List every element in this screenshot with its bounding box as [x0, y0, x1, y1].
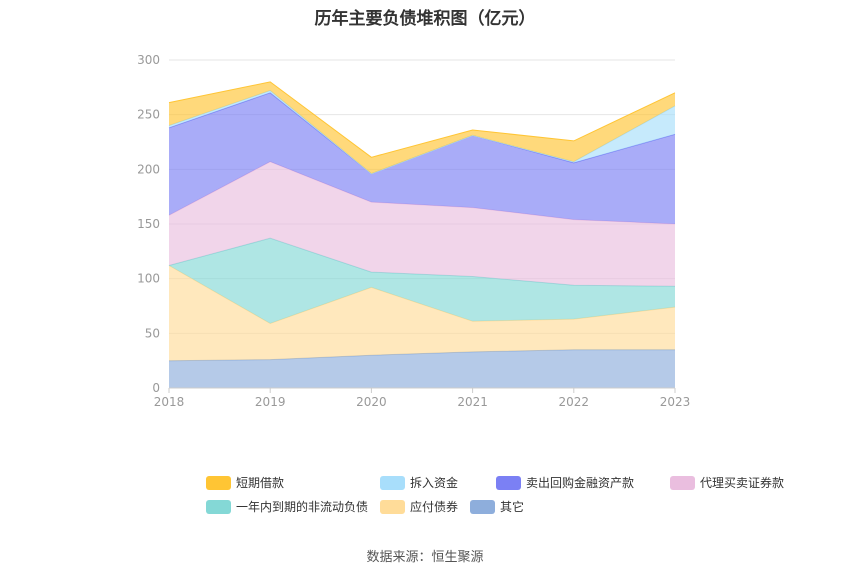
data-source: 数据来源：恒生聚源	[366, 550, 484, 565]
legend-item[interactable]: 拆入资金	[380, 474, 458, 491]
legend-swatch	[380, 475, 405, 490]
y-tick-label: 0	[152, 381, 160, 395]
area-series-3	[169, 161, 675, 287]
x-tick-label: 2020	[356, 395, 387, 409]
y-tick-label: 50	[145, 326, 160, 340]
legend-swatch	[380, 499, 405, 514]
legend-item[interactable]: 一年内到期的非流动负债	[206, 498, 368, 515]
legend-swatch	[470, 499, 495, 514]
legend-item[interactable]: 代理买卖证券款	[670, 474, 784, 491]
series-line-1	[168, 265, 676, 325]
x-tick-label: 2019	[255, 395, 286, 409]
area-series-1	[169, 265, 675, 361]
area-series-2	[169, 238, 675, 324]
y-tick-label: 250	[137, 108, 160, 122]
x-tick-label: 2023	[660, 395, 691, 409]
x-tick-label: 2021	[457, 395, 488, 409]
legend-label: 拆入资金	[410, 476, 459, 490]
y-tick-label: 300	[137, 53, 160, 67]
legend-label: 一年内到期的非流动负债	[236, 500, 369, 514]
legend-swatch	[206, 475, 231, 490]
x-tick-label: 2018	[154, 395, 185, 409]
legend-swatch	[670, 475, 695, 490]
y-tick-label: 100	[137, 272, 160, 286]
legend-item[interactable]: 卖出回购金融资产款	[496, 474, 634, 491]
legend-label: 其它	[500, 500, 525, 514]
legend-label: 短期借款	[236, 476, 285, 490]
series-line-6	[168, 81, 676, 158]
area-series-4	[169, 92, 675, 224]
legend-label: 应付债券	[410, 500, 459, 514]
area-series-6	[169, 81, 675, 174]
legend-label: 卖出回购金融资产款	[526, 476, 635, 490]
x-tick-label: 2022	[559, 395, 590, 409]
legend-swatch	[206, 499, 231, 514]
area-series-0	[169, 349, 675, 388]
chart-title: 历年主要负债堆积图（亿元）	[314, 9, 536, 29]
y-tick-label: 150	[137, 217, 160, 231]
legend-item[interactable]: 其它	[470, 498, 524, 515]
legend-item[interactable]: 短期借款	[206, 474, 284, 491]
y-tick-label: 200	[137, 162, 160, 176]
legend-item[interactable]: 应付债券	[380, 498, 458, 515]
legend-swatch	[496, 475, 521, 490]
legend-label: 代理买卖证券款	[700, 476, 785, 490]
